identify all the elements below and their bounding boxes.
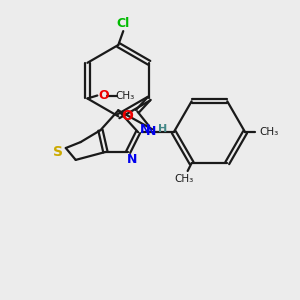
Text: N: N xyxy=(127,153,137,167)
Text: CH₃: CH₃ xyxy=(259,127,278,137)
Text: N: N xyxy=(140,123,150,136)
Text: O: O xyxy=(98,89,109,102)
Text: Cl: Cl xyxy=(117,17,130,30)
Text: H: H xyxy=(158,124,168,134)
Text: CH₃: CH₃ xyxy=(116,91,135,100)
Text: CH₃: CH₃ xyxy=(174,174,193,184)
Text: N: N xyxy=(146,125,156,138)
Text: O: O xyxy=(122,109,133,123)
Text: S: S xyxy=(53,145,63,159)
